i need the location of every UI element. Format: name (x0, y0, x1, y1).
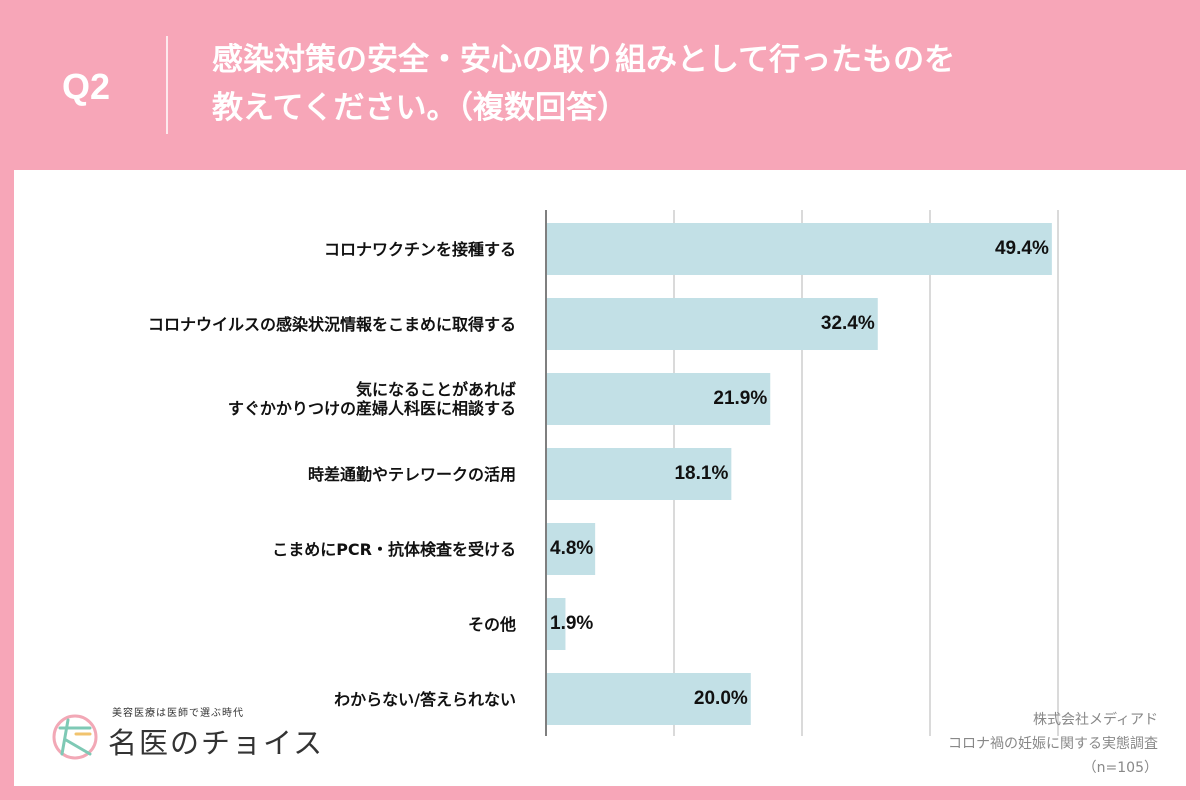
category-label: 気になることがあれば すぐかかりつけの産婦人科医に相談する (227, 380, 516, 418)
value-label: 32.4% (820, 313, 875, 334)
question-number: Q2 (62, 66, 111, 107)
bar (547, 373, 771, 425)
source-sample-size: （n=105） (1082, 760, 1158, 776)
bar-chart (545, 210, 1059, 736)
header: Q2 感染対策の安全・安心の取り組みとして行ったものを 教えてください。（複数回… (0, 0, 1200, 170)
value-label: 18.1% (674, 463, 729, 484)
source-survey: コロナ禍の妊娠に関する実態調査 (948, 736, 1158, 752)
bar (547, 448, 732, 500)
question-title-line1: 感染対策の安全・安心の取り組みとして行ったものを (212, 42, 956, 78)
header-divider (166, 36, 168, 134)
category-label: わからない/答えられない (334, 689, 516, 709)
question-title-line2: 教えてください。（複数回答） (212, 90, 629, 126)
bar (547, 673, 751, 725)
logo-name: 名医のチョイス (108, 726, 325, 760)
value-label: 4.8% (550, 538, 594, 559)
value-label: 21.9% (713, 388, 768, 409)
bar (547, 523, 596, 575)
value-label: 49.4% (994, 238, 1049, 259)
logo-tagline: 美容医療は医師で選ぶ時代 (112, 708, 244, 719)
category-label: その他 (467, 614, 516, 634)
bar (547, 598, 566, 650)
category-label: 時差通勤やテレワークの活用 (307, 464, 516, 484)
category-label: こまめにPCR・抗体検査を受ける (272, 539, 516, 559)
bar (547, 298, 878, 350)
source-note: 株式会社メディアド コロナ禍の妊娠に関する実態調査 （n=105） (948, 708, 1158, 780)
logo: 美容医療は医師で選ぶ時代 名医のチョイス (46, 704, 346, 768)
chart-card: 美容医療は医師で選ぶ時代 名医のチョイス 株式会社メディアド コロナ禍の妊娠に関… (14, 170, 1186, 786)
question-title: 感染対策の安全・安心の取り組みとして行ったものを 教えてください。（複数回答） (212, 36, 1172, 132)
category-label: コロナワクチンを接種する (323, 239, 516, 259)
bar (547, 223, 1052, 275)
logo-mark-icon (52, 714, 98, 760)
category-label: コロナウイルスの感染状況情報をこまめに取得する (147, 314, 516, 334)
value-label: 1.9% (550, 613, 594, 634)
source-company: 株式会社メディアド (1032, 712, 1158, 728)
value-label: 20.0% (693, 688, 748, 709)
